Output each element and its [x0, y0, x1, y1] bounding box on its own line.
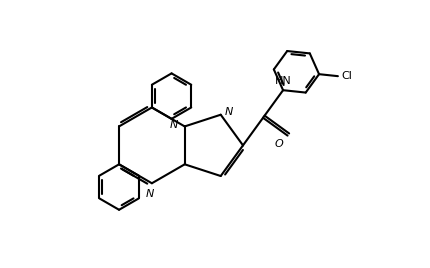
Text: N: N: [224, 107, 233, 117]
Text: N: N: [169, 120, 178, 129]
Text: Cl: Cl: [341, 71, 352, 81]
Text: N: N: [146, 189, 154, 199]
Text: O: O: [274, 139, 283, 149]
Text: HN: HN: [275, 76, 292, 86]
